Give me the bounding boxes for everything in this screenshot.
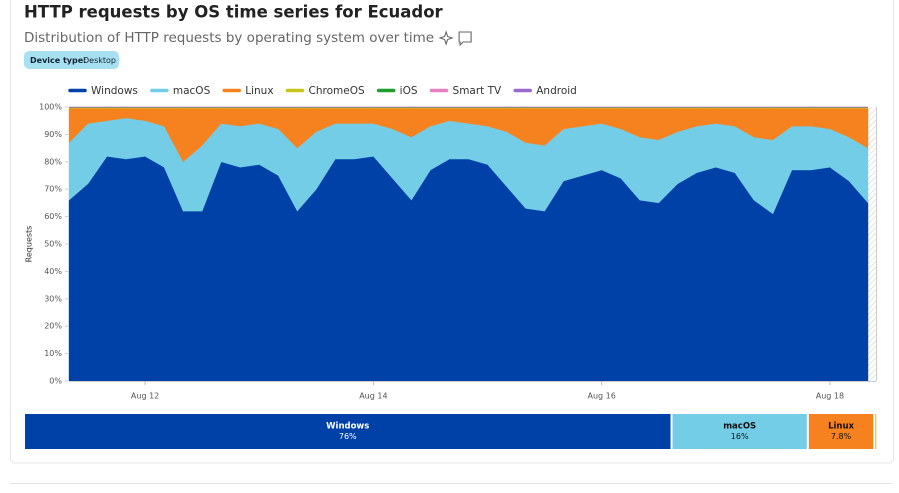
legend-label[interactable]: ChromeOS [309, 85, 365, 97]
filter-label: Device type: [30, 56, 86, 65]
legend-label[interactable]: Windows [91, 85, 138, 97]
legend-label[interactable]: iOS [400, 85, 418, 97]
y-tick-label: 40% [44, 267, 62, 276]
summary-segment [875, 414, 876, 449]
x-tick-label: Aug 12 [131, 392, 159, 401]
x-tick-label: Aug 18 [816, 392, 844, 401]
legend-label[interactable]: Android [536, 85, 577, 97]
summary-value: 7.8% [831, 432, 852, 441]
subtitle: Distribution of HTTP requests by operati… [24, 30, 434, 46]
summary-name: macOS [723, 422, 756, 432]
y-tick-label: 60% [44, 212, 62, 221]
y-tick-label: 30% [44, 294, 62, 303]
legend-label[interactable]: Linux [245, 85, 273, 97]
summary-value: 16% [731, 432, 749, 441]
plot [69, 107, 868, 381]
summary-name: Linux [828, 422, 854, 432]
filter-value: Desktop [83, 56, 116, 65]
y-axis-label: Requests [25, 226, 34, 263]
incomplete-region [868, 107, 876, 381]
y-tick-label: 50% [44, 240, 62, 249]
legend-label[interactable]: Smart TV [453, 85, 503, 97]
x-tick-label: Aug 14 [359, 392, 387, 401]
y-tick-label: 10% [44, 349, 62, 358]
title: HTTP requests by OS time series for Ecua… [24, 3, 444, 22]
y-tick-label: 100% [39, 103, 62, 112]
y-tick-label: 0% [49, 377, 62, 386]
summary-value: 76% [339, 432, 357, 441]
y-tick-label: 70% [44, 185, 62, 194]
x-tick-label: Aug 16 [587, 392, 615, 401]
y-tick-label: 90% [44, 130, 62, 139]
summary-name: Windows [326, 422, 369, 432]
y-tick-label: 20% [44, 322, 62, 331]
y-tick-label: 80% [44, 157, 62, 166]
legend-label[interactable]: macOS [173, 85, 211, 97]
